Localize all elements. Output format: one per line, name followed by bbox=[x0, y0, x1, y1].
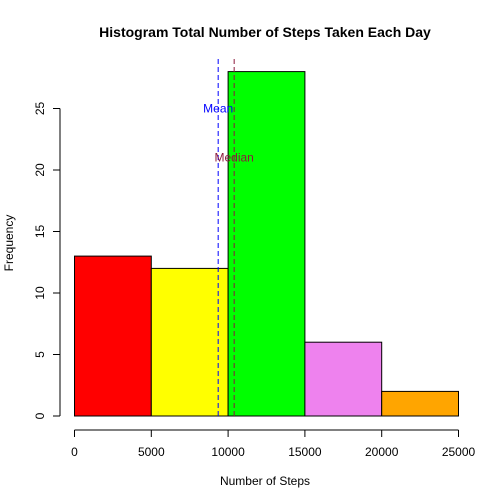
histogram-bar-0 bbox=[74, 255, 152, 417]
histogram-bar-1 bbox=[150, 267, 229, 417]
y-axis: 0 5 10 15 20 25 bbox=[33, 102, 61, 419]
x-axis-label: Number of Steps bbox=[220, 474, 310, 488]
x-tick-label-4: 20000 bbox=[365, 445, 399, 459]
bars-group bbox=[74, 71, 460, 417]
x-tick-label-2: 10000 bbox=[211, 445, 245, 459]
y-tick-label-3: 15 bbox=[33, 225, 47, 239]
reference-lines-group: Mean Median bbox=[203, 59, 254, 416]
x-tick-label-0: 0 bbox=[71, 445, 78, 459]
y-tick-label-1: 5 bbox=[33, 351, 47, 358]
y-tick-label-0: 0 bbox=[33, 412, 47, 419]
reference-label-median: Median bbox=[214, 151, 253, 165]
histogram-bar-3 bbox=[304, 341, 383, 417]
chart-title: Histogram Total Number of Steps Taken Ea… bbox=[99, 24, 431, 40]
x-tick-label-3: 15000 bbox=[288, 445, 322, 459]
x-tick-label-5: 25000 bbox=[442, 445, 476, 459]
y-tick-label-5: 25 bbox=[33, 102, 47, 116]
y-tick-label-4: 20 bbox=[33, 163, 47, 177]
histogram-bar-4 bbox=[381, 390, 460, 417]
y-axis-label: Frequency bbox=[2, 215, 16, 272]
histogram-bar-2 bbox=[227, 71, 306, 417]
reference-label-mean: Mean bbox=[203, 102, 233, 116]
x-axis: 0 5000 10000 15000 20000 25000 bbox=[71, 429, 476, 459]
x-tick-label-1: 5000 bbox=[138, 445, 165, 459]
y-tick-label-2: 10 bbox=[33, 286, 47, 300]
